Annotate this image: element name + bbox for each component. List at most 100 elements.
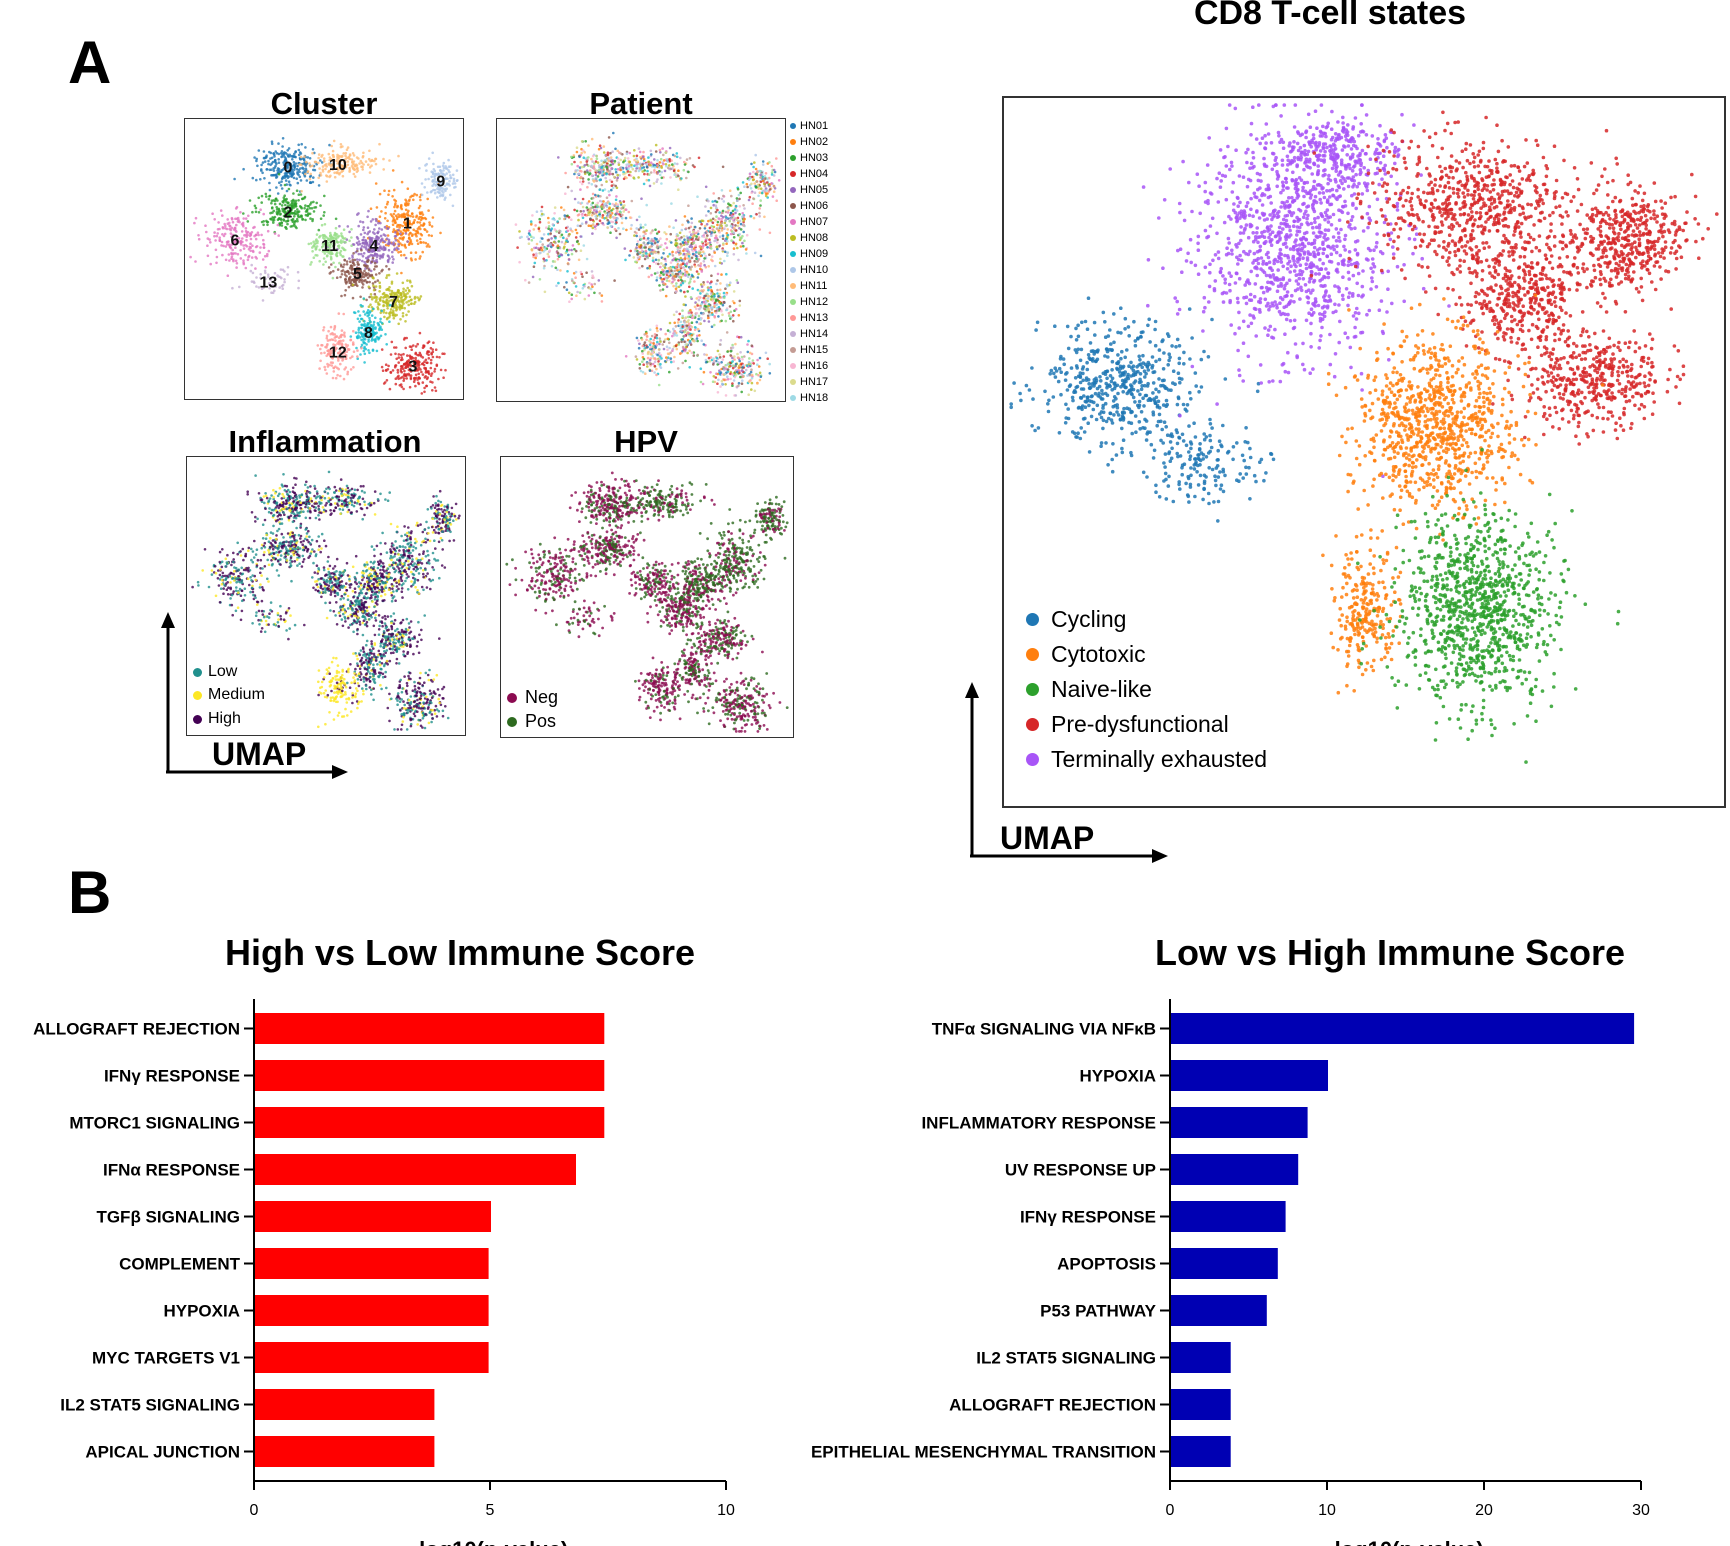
umap-point [330,163,333,166]
umap-point [553,212,556,215]
umap-point [540,248,544,252]
umap-point [393,346,396,349]
umap-point [759,204,762,207]
umap-point [218,238,221,242]
umap-point [716,288,719,292]
umap-point [235,237,239,240]
umap-point [404,204,408,207]
umap-point [365,280,369,284]
umap-point [402,377,406,380]
umap-point [711,217,715,221]
umap-point [707,265,710,268]
umap-point [627,167,630,170]
umap-point [687,255,691,258]
umap-point [595,157,599,160]
umap-point [264,271,267,275]
umap-point [622,160,625,164]
umap-point [370,298,374,301]
umap-point [391,223,395,226]
umap-point [283,194,286,197]
umap-point [235,205,239,209]
umap-point [233,241,236,244]
umap-point [337,162,341,165]
umap-point [732,290,736,293]
umap-point [653,169,656,172]
umap-point [250,263,253,267]
umap-point [360,281,364,284]
umap-point [323,211,326,214]
umap-point [737,366,741,369]
umap-point [336,373,339,377]
umap-point [733,208,737,211]
umap-point [393,218,396,222]
umap-point [392,294,396,297]
umap-point [668,157,671,161]
scatter-points [189,137,459,395]
umap-point [681,309,684,312]
umap-point [716,220,720,224]
umap-point [455,169,459,172]
umap-point [222,244,225,248]
umap-point [706,297,710,300]
umap-point [619,158,622,162]
umap-point [428,221,431,224]
umap-point [374,326,377,329]
umap-point [729,349,733,353]
umap-point [644,232,647,235]
umap-point [753,191,757,194]
umap-point [399,318,402,321]
umap-point [279,268,283,271]
umap-point [407,237,411,240]
umap-point [436,173,439,177]
umap-point [539,251,542,255]
umap-point [658,274,662,277]
umap-point [318,259,321,263]
umap-point [615,179,619,182]
umap-point [610,209,613,212]
umap-point [685,262,688,266]
umap-point [689,277,692,281]
umap-point [353,165,357,168]
umap-point [695,270,699,273]
umap-point [653,170,656,174]
umap-point [728,189,732,192]
umap-point [704,214,708,217]
umap-point [705,353,708,357]
umap-point [683,215,687,218]
umap-point [713,239,716,243]
umap-point [715,282,718,286]
umap-point [360,326,363,330]
umap-point [725,242,728,245]
umap-point [291,201,294,205]
umap-point [676,234,680,237]
umap-point [358,272,362,275]
umap-point [244,217,248,220]
umap-point [586,202,589,205]
umap-point [368,236,371,239]
umap-point [433,188,437,192]
umap-point [297,279,301,283]
umap-point [369,220,373,223]
umap-point [431,348,434,351]
umap-point [273,202,277,206]
umap-point [266,273,270,276]
umap-point [367,248,371,252]
umap-point [394,303,398,307]
umap-point [394,377,398,381]
umap-point [730,239,733,242]
umap-point [416,368,420,372]
umap-point [611,186,615,190]
umap-point [255,285,258,288]
umap-point [644,246,648,249]
umap-point [680,228,684,232]
umap-point [591,154,595,158]
umap-point [395,272,399,275]
umap-point [215,234,219,238]
umap-point [385,343,388,346]
umap-point [413,369,417,372]
umap-point [378,142,381,146]
umap-point [397,228,400,232]
umap-point [253,204,257,208]
umap-point [693,305,697,309]
umap-point [275,186,278,189]
